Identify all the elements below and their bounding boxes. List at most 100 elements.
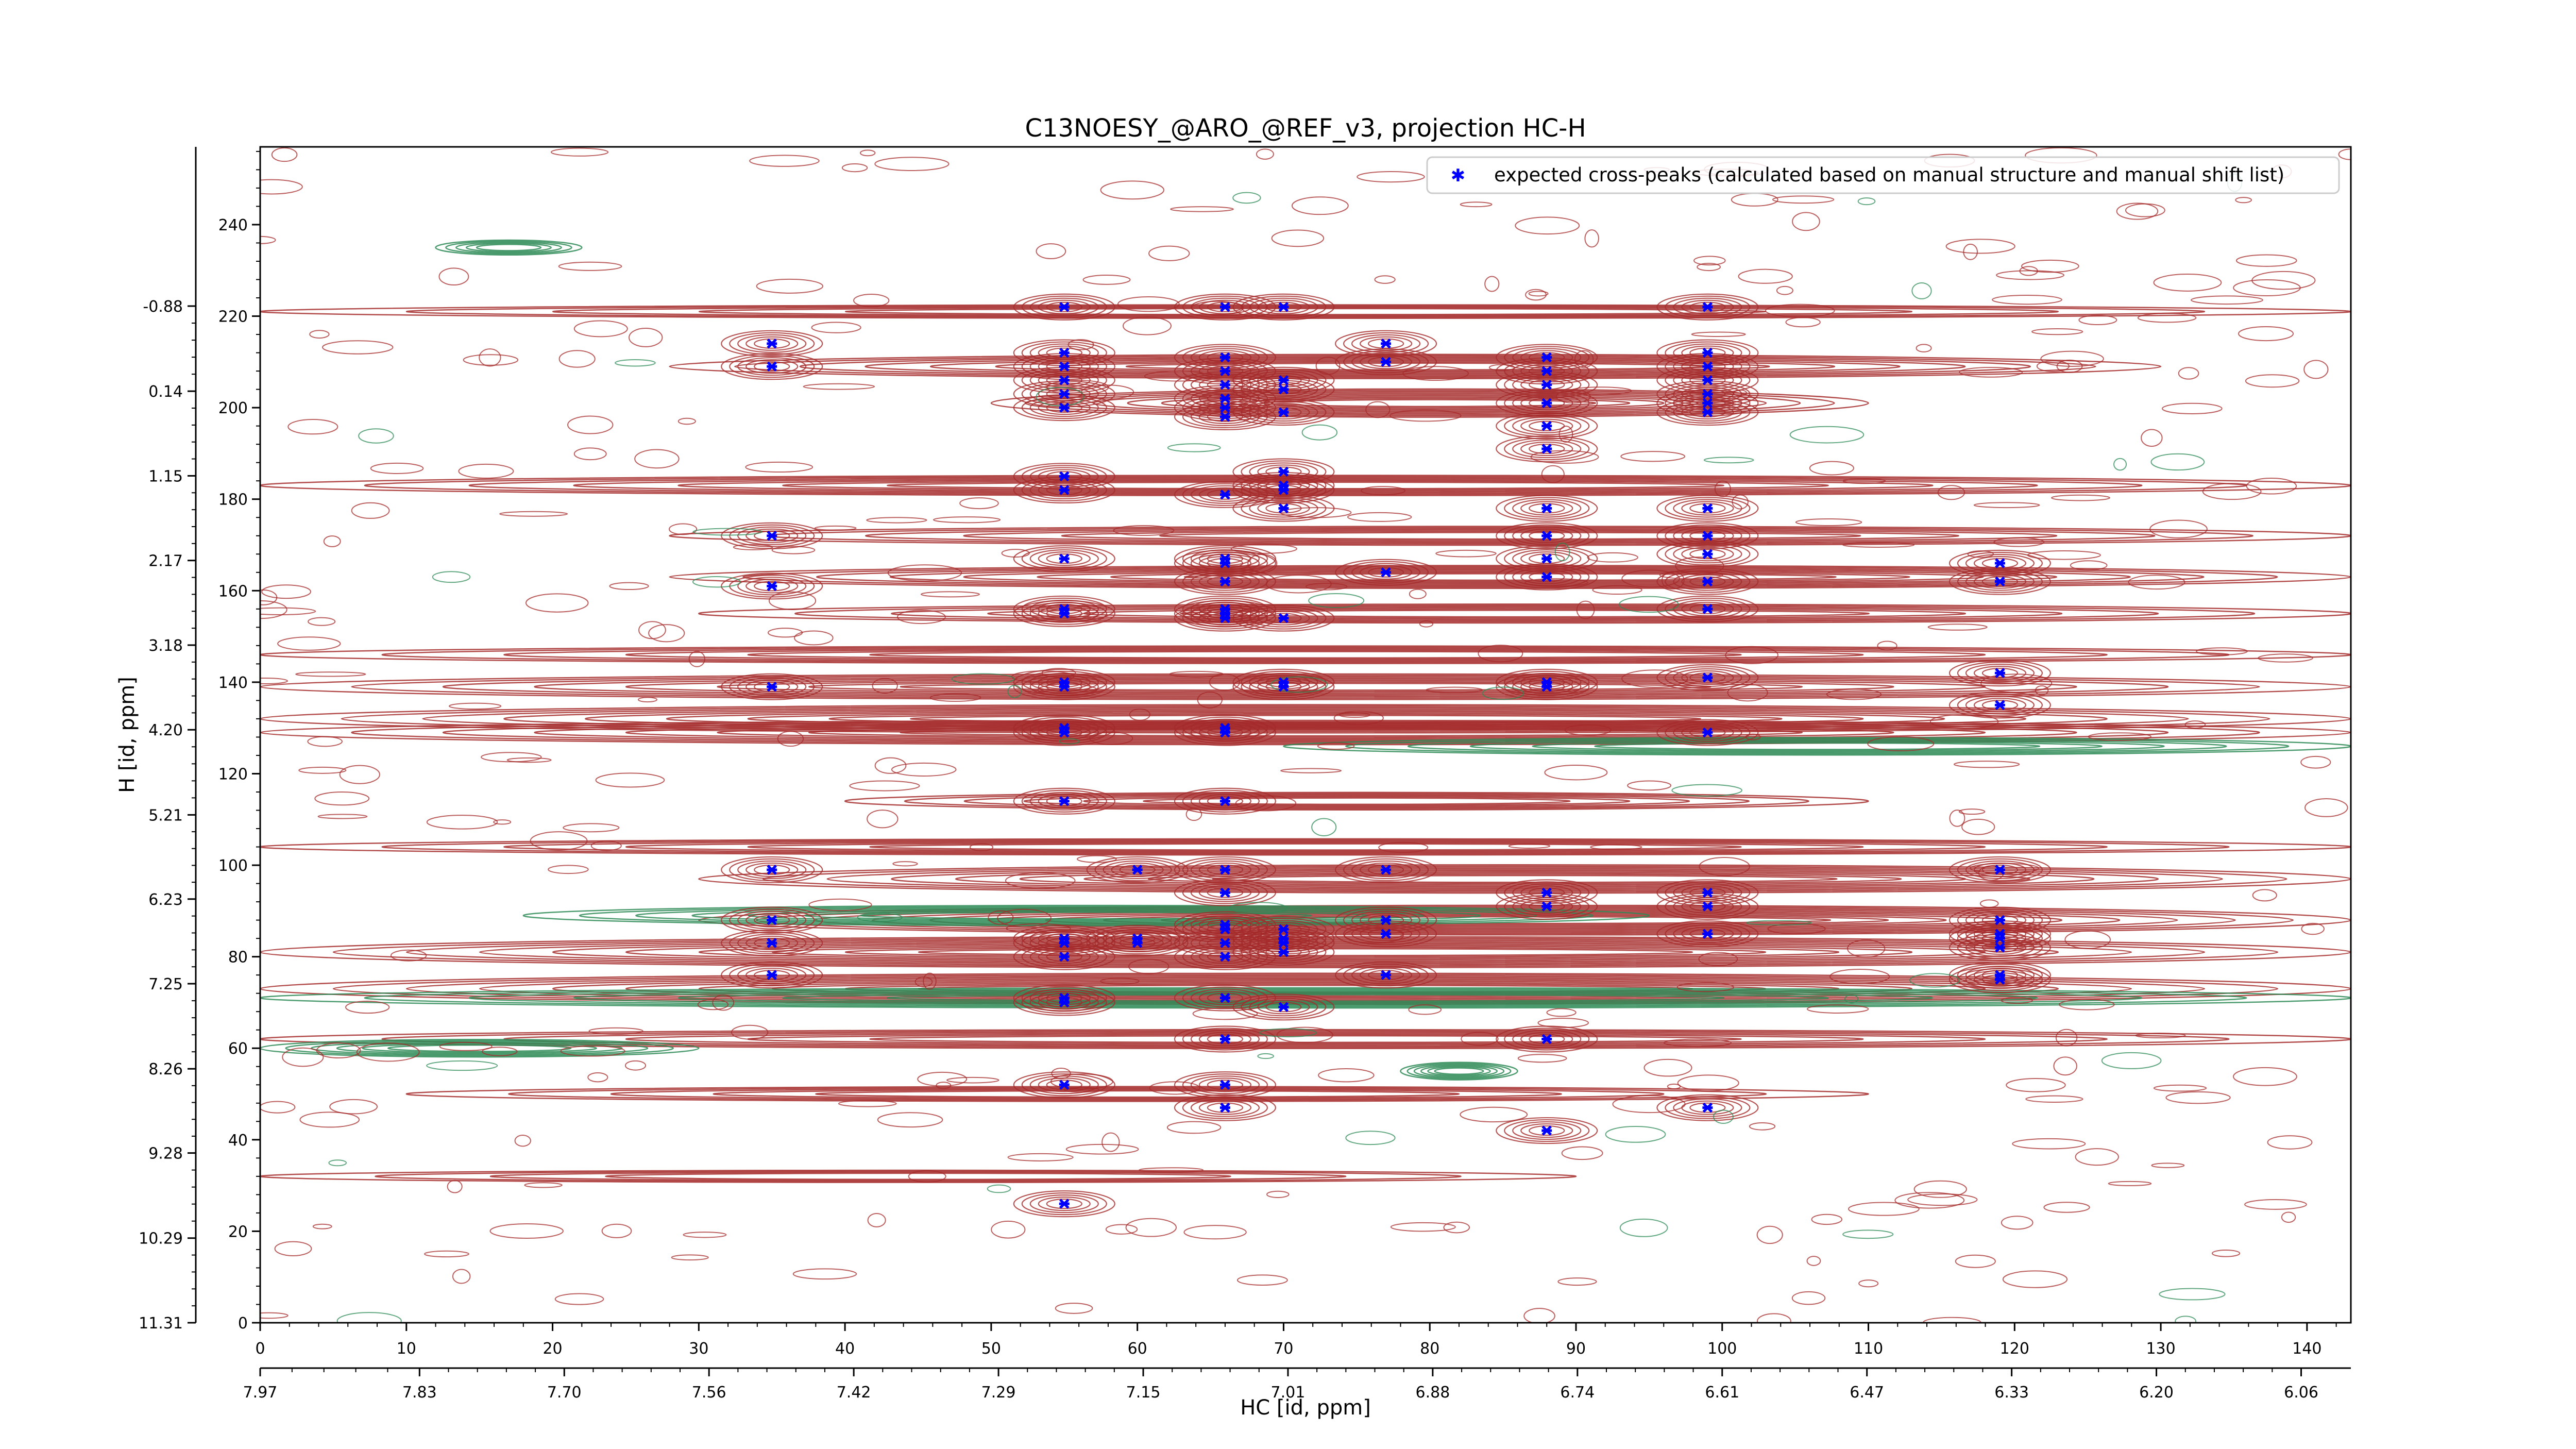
peak-contour: [1673, 723, 1742, 742]
peak-contour: [1529, 553, 1565, 564]
peak-contour: [1957, 551, 2043, 575]
peak-contour: [1520, 528, 1573, 543]
peak-contour: [1689, 672, 1726, 683]
contour-band-line: [1083, 796, 1631, 806]
noise-contour: [356, 1042, 420, 1062]
noise-contour: [1676, 982, 1735, 992]
noise-contour: [1301, 424, 1338, 441]
peak-contour: [1981, 668, 2019, 679]
noise-contour: [2258, 653, 2313, 663]
noise-contour: [524, 1182, 563, 1188]
peak-contour: [1957, 858, 2043, 882]
noise-contour: [1515, 216, 1580, 235]
noise-contour: [2178, 367, 2199, 380]
expected-peak-marker: [1059, 997, 1070, 1008]
peak-contour: [1681, 670, 1734, 685]
peak-contour: [1182, 931, 1268, 955]
y-tick-label: 0: [238, 1315, 248, 1333]
peak-contour: [1232, 604, 1335, 632]
expected-peak-marker: [1702, 503, 1713, 514]
peak-contour: [1232, 293, 1335, 321]
peak-contour: [1038, 949, 1091, 964]
peak-contour: [1512, 1030, 1582, 1049]
peak-contour: [1973, 555, 2027, 571]
noise-contour: [951, 673, 1015, 685]
contour-band-line: [794, 604, 2256, 622]
noise-contour: [1980, 673, 2053, 693]
peak-contour: [1965, 572, 2035, 591]
peak-contour: [1029, 993, 1099, 1012]
noise-contour: [2159, 1288, 2226, 1301]
peak-contour: [1957, 694, 2043, 717]
contour-band-line: [445, 240, 572, 255]
noise-contour: [1129, 708, 1151, 721]
peak-contour: [1190, 947, 1260, 966]
noise-contour: [1148, 245, 1190, 261]
contour-band-line: [579, 906, 1594, 925]
noise-contour: [1587, 552, 1638, 563]
peak-contour: [754, 864, 790, 875]
noise-contour: [323, 535, 341, 547]
peak-contour: [1249, 402, 1318, 422]
expected-peak-marker: [1059, 727, 1070, 738]
noise-contour: [1378, 841, 1429, 853]
peak-contour: [1529, 1034, 1565, 1044]
expected-peak-marker: [1702, 347, 1713, 358]
noise-contour: [2301, 922, 2325, 935]
noise-contour: [1789, 426, 1865, 444]
contour-band-line: [1407, 739, 2227, 754]
expected-peak-marker: [1219, 727, 1230, 738]
peak-contour: [1656, 595, 1759, 622]
noise-contour: [1749, 1122, 1776, 1131]
x-tick-label: 100: [1707, 1340, 1737, 1358]
noise-contour: [1643, 1058, 1692, 1077]
expected-peak-marker: [1541, 553, 1552, 564]
noise-contour: [2211, 1249, 2241, 1257]
noise-contour: [1847, 939, 1886, 958]
noise-contour: [358, 428, 394, 444]
peak-contour: [1198, 1077, 1252, 1092]
peak-contour: [1021, 931, 1107, 955]
noise-contour: [2055, 1029, 2078, 1047]
expected-peak-marker: [1541, 681, 1552, 692]
peak-contour: [1013, 293, 1115, 321]
peak-contour: [1190, 791, 1260, 811]
noise-contour: [2149, 519, 2208, 538]
noise-contour: [1229, 902, 1287, 914]
peak-contour: [1182, 789, 1268, 813]
peak-contour: [1029, 398, 1099, 417]
peak-contour: [1038, 995, 1091, 1010]
peak-contour: [729, 355, 815, 378]
peak-contour: [1520, 501, 1573, 516]
peak-contour: [1981, 576, 2019, 587]
peak-contour: [1021, 945, 1107, 968]
peak-contour: [1021, 382, 1107, 406]
peak-contour: [1265, 407, 1302, 418]
peak-contour: [1190, 860, 1260, 880]
peak-contour: [1689, 549, 1726, 560]
y-tick-label: 60: [228, 1040, 248, 1058]
noise-contour: [756, 278, 824, 294]
contour-band-line: [865, 528, 2156, 544]
noise-contour: [1945, 239, 2015, 254]
peak-contour: [1948, 856, 2052, 884]
noise-contour: [874, 157, 950, 171]
noise-contour: [1077, 855, 1117, 863]
x-ppm-tick-label: 6.20: [2139, 1384, 2174, 1402]
noise-contour: [1050, 1073, 1113, 1090]
noise-contour: [648, 624, 685, 643]
contour-band-line: [625, 1033, 1986, 1046]
contour-layer: [260, 147, 2351, 1323]
peak-contour: [1111, 935, 1164, 951]
noise-contour: [1209, 673, 1240, 691]
expected-peak-marker: [1059, 796, 1070, 806]
noise-contour: [609, 582, 649, 591]
peak-contour: [1367, 357, 1404, 367]
peak-contour: [1038, 1197, 1091, 1211]
noise-contour: [1409, 588, 1427, 599]
peak-contour: [1681, 547, 1734, 562]
contour-band-line: [1023, 795, 1690, 807]
noise-contour: [548, 865, 589, 874]
peak-contour: [1257, 482, 1310, 498]
peak-contour: [1665, 597, 1751, 620]
